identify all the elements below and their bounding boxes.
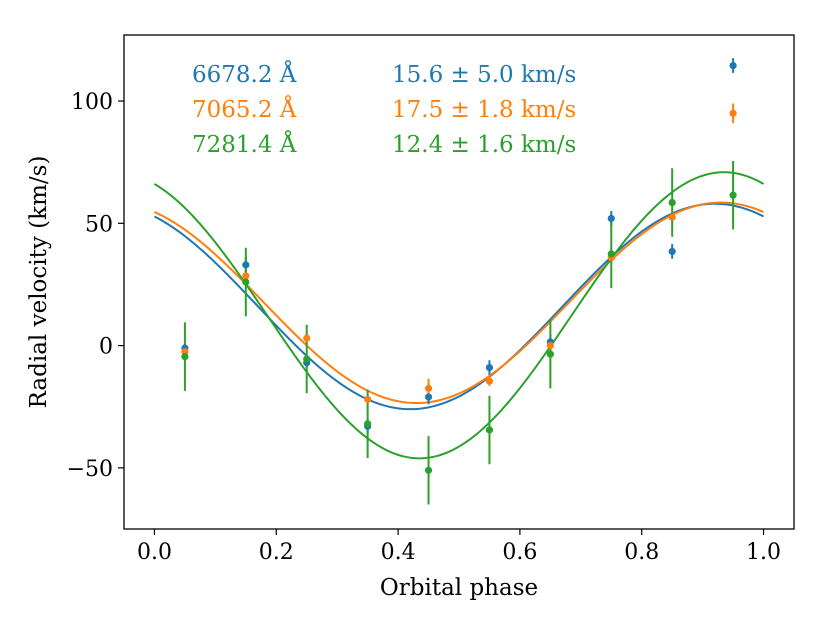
plot-frame <box>123 34 795 530</box>
data-point <box>485 363 494 372</box>
data-point <box>242 261 250 269</box>
x-tick-label: 1.0 <box>746 540 781 565</box>
legend-fit-2: 12.4 ± 1.6 km/s <box>392 132 576 158</box>
legend-label-2: 7281.4 Å <box>192 130 297 158</box>
legend-fit-0: 15.6 ± 5.0 km/s <box>392 62 576 88</box>
data-point <box>242 278 250 286</box>
x-tick-label: 0.2 <box>259 540 294 565</box>
data-point <box>424 384 433 392</box>
y-tick-label: 0 <box>99 335 113 360</box>
legend-fit-1: 17.5 ± 1.8 km/s <box>392 97 576 123</box>
data-point <box>364 395 372 403</box>
y-tick-label: −50 <box>67 457 113 482</box>
legend-label-0: 6678.2 Å <box>192 60 297 88</box>
data-point <box>607 214 615 223</box>
data-point <box>546 341 554 350</box>
x-tick-label: 0.0 <box>137 540 172 565</box>
data-point <box>242 272 250 280</box>
data-point <box>303 355 311 363</box>
data-point <box>668 198 676 207</box>
data-point <box>729 191 737 199</box>
y-axis-title: Radial velocity (km/s) <box>26 156 52 409</box>
fit-curve-1 <box>154 201 764 405</box>
data-point <box>546 350 554 358</box>
y-tick-label: 50 <box>85 212 113 237</box>
data-point <box>729 61 737 70</box>
data-point <box>668 213 676 221</box>
legend-label-1: 7065.2 Å <box>192 95 297 123</box>
y-tick-label: 100 <box>71 90 113 115</box>
data-point <box>181 352 189 361</box>
legend: 6678.2 Å 15.6 ± 5.0 km/s 7065.2 Å 17.5 ±… <box>192 60 576 158</box>
x-axis-title: Orbital phase <box>380 575 538 601</box>
data-point <box>364 420 372 428</box>
data-point <box>424 466 433 474</box>
axes-layer: 0.0 0.2 0.4 0.6 0.8 1.0 −50 0 50 100 <box>67 34 795 565</box>
fit-curve-2 <box>153 171 765 460</box>
data-point <box>729 109 737 117</box>
fit-curve-0 <box>153 202 764 411</box>
series-layer <box>153 58 765 505</box>
x-tick-label: 0.4 <box>381 540 416 565</box>
data-point <box>607 250 615 258</box>
x-tick-label: 0.6 <box>502 540 537 565</box>
data-point <box>485 426 494 434</box>
data-point <box>485 377 494 385</box>
data-point <box>303 334 311 342</box>
x-tick-label: 0.8 <box>624 540 659 565</box>
data-point <box>668 247 676 256</box>
data-point <box>424 393 433 401</box>
